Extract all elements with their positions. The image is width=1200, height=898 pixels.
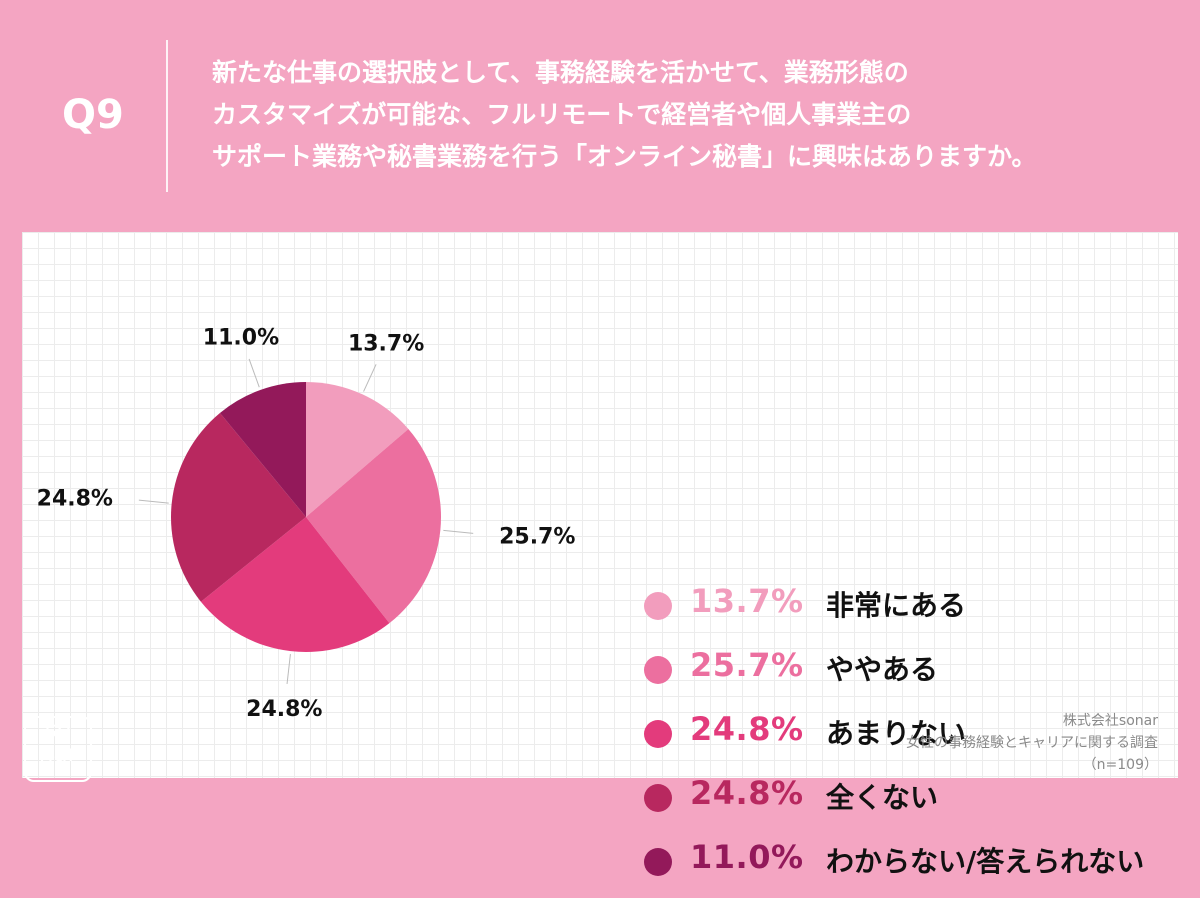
question-line-1: 新たな仕事の選択肢として、事務経験を活かせて、業務形態の	[212, 58, 909, 87]
legend-swatch	[644, 720, 672, 748]
logo-text-top: so	[44, 717, 72, 743]
sonar-logo: so nar	[24, 716, 92, 782]
legend-swatch	[644, 656, 672, 684]
legend-swatch	[644, 592, 672, 620]
source-survey: 女性の事務経験とキャリアに関する調査	[906, 735, 1158, 751]
leader-line	[248, 358, 260, 388]
slice-data-label: 24.8%	[246, 697, 322, 722]
legend-item: 24.8% 全くない	[644, 770, 1184, 834]
legend-item: 13.7% 非常にある	[644, 578, 1184, 642]
legend-percent: 13.7%	[690, 582, 804, 620]
pie-slice	[171, 412, 306, 602]
chart-panel: 13.7% 25.7% 24.8% 24.8% 11.0% 13.7% 非常にある 25…	[22, 232, 1178, 878]
legend-item: 11.0% わからない/答えられない	[644, 834, 1184, 898]
legend-percent: 25.7%	[690, 646, 804, 684]
pie-slice	[306, 382, 409, 517]
legend-label: わからない/答えられない	[826, 845, 1145, 878]
slice-data-label: 11.0%	[203, 325, 279, 350]
legend-swatch	[644, 848, 672, 876]
slice-data-label: 13.7%	[348, 332, 424, 357]
legend-label: ややある	[826, 653, 939, 686]
pie-slice	[219, 382, 306, 517]
legend-swatch	[644, 784, 672, 812]
legend-percent: 24.8%	[690, 774, 804, 812]
pie-slice	[200, 517, 390, 652]
legend-percent: 11.0%	[690, 838, 804, 876]
leader-line	[363, 364, 377, 392]
slice-data-label: 24.8%	[37, 487, 113, 512]
question-line-3: サポート業務や秘書業務を行う「オンライン秘書」に興味はありますか。	[212, 142, 1037, 171]
legend-label: あまりない	[826, 717, 967, 750]
legend-label: 全くない	[826, 781, 939, 814]
source-sample: （n=109）	[1082, 757, 1158, 773]
pie-slice	[306, 429, 441, 624]
source-note: 株式会社sonar 女性の事務経験とキャリアに関する調査 （n=109）	[758, 710, 1158, 776]
question-line-2: カスタマイズが可能な、フルリモートで経営者や個人事業主の	[212, 100, 912, 129]
leader-line	[286, 654, 291, 684]
legend-percent: 24.8%	[690, 710, 804, 748]
leader-line	[138, 499, 169, 504]
logo-text-bottom: nar	[38, 741, 78, 767]
source-company: 株式会社sonar	[1062, 713, 1158, 729]
header: Q9 新たな仕事の選択肢として、事務経験を活かせて、業務形態の カスタマイズが可…	[0, 0, 1200, 230]
question-text: 新たな仕事の選択肢として、事務経験を活かせて、業務形態の カスタマイズが可能な、…	[212, 52, 1172, 178]
legend-item: 25.7% ややある	[644, 642, 1184, 706]
legend-item: 24.8% あまりない	[644, 706, 1184, 770]
header-divider	[166, 40, 168, 192]
pie-chart: 13.7% 25.7% 24.8% 24.8% 11.0%	[37, 325, 576, 722]
legend-label: 非常にある	[826, 589, 967, 622]
leader-line	[443, 529, 474, 534]
slice-data-label: 25.7%	[499, 525, 575, 550]
question-number: Q9	[62, 92, 124, 138]
